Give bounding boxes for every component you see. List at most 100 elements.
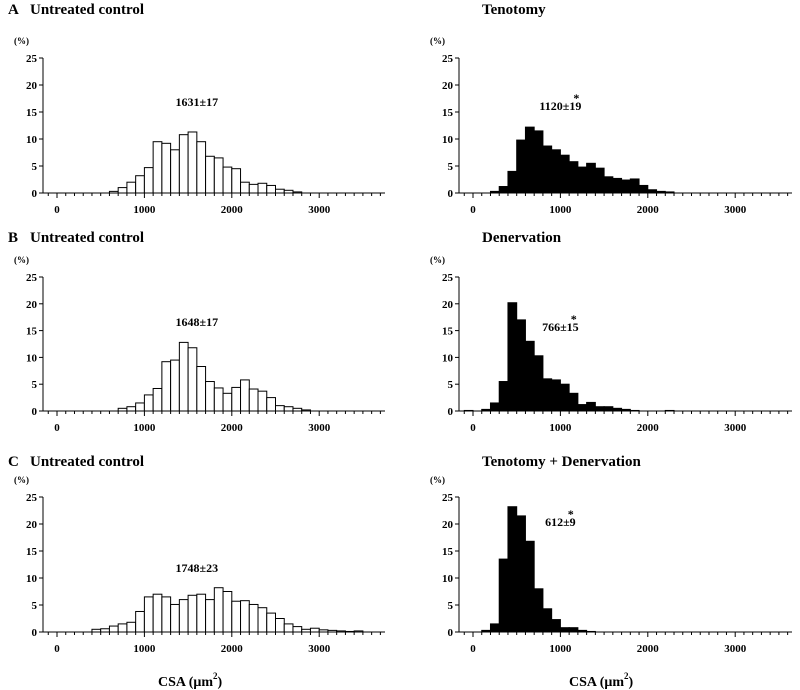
histogram-bar (248, 388, 259, 412)
svg-text:CSA (μm2): CSA (μm2) (158, 671, 223, 690)
histogram-bar (516, 319, 526, 412)
y-tick-label: 0 (448, 627, 454, 639)
mean-sem-annotation: 766±15 (542, 320, 579, 334)
histogram-bar (568, 161, 579, 194)
panel-letter: A (8, 2, 19, 18)
y-tick-label: 25 (26, 272, 38, 284)
y-tick-label: 20 (442, 299, 454, 311)
significance-asterisk: * (571, 312, 577, 326)
histogram-bar (275, 618, 285, 633)
histogram-bar (178, 134, 189, 194)
x-tick-label: 1000 (133, 422, 156, 434)
x-tick-label: 0 (54, 643, 60, 655)
histogram-bar (170, 359, 180, 412)
histogram-bar (135, 175, 145, 194)
histogram-bar (240, 379, 250, 412)
y-tick-label: 25 (442, 492, 454, 504)
histogram-bar (205, 381, 215, 412)
histogram-bar (240, 600, 250, 633)
histogram-bar (257, 182, 268, 194)
y-tick-label: 5 (448, 600, 454, 612)
histogram-bar (586, 401, 596, 412)
histogram-bar (170, 603, 180, 633)
histogram-bar (196, 141, 207, 194)
histogram-bar (542, 145, 553, 194)
panel-title: Untreated control (30, 230, 144, 246)
histogram-bar (108, 190, 119, 194)
histogram-bar (266, 184, 277, 194)
histogram-bar (205, 599, 215, 633)
y-axis-unit-label: (%) (430, 36, 445, 46)
x-tick-label: 1000 (133, 204, 156, 216)
histogram-bar (213, 387, 224, 412)
histogram-bar (309, 627, 320, 633)
x-tick-label: 2000 (221, 422, 244, 434)
y-tick-label: 20 (26, 80, 38, 92)
histogram-bar (542, 608, 553, 633)
histogram-bar (568, 627, 579, 633)
mean-sem-annotation: 1631±17 (176, 95, 219, 109)
y-tick-label: 25 (26, 492, 38, 504)
histogram-bar (577, 629, 588, 633)
histogram-bar (126, 621, 137, 633)
histogram-bar (231, 600, 242, 633)
histogram-bar (152, 593, 163, 633)
histogram-bar (283, 189, 294, 194)
panel-letter: C (8, 454, 19, 470)
y-tick-label: 10 (442, 352, 454, 364)
histogram-bar (524, 126, 535, 194)
histogram-bar (638, 184, 649, 194)
y-tick-label: 15 (442, 107, 454, 119)
histogram-panel: Tenotomy (%) 0 5 10 15 20 25 0 1000 2000 3000 1120±1… (430, 2, 792, 216)
histogram-bar (336, 630, 346, 633)
histogram-bar (248, 183, 259, 194)
histogram-bar (100, 628, 110, 633)
histogram-bar (248, 603, 259, 633)
histogram-bar (559, 627, 570, 633)
x-tick-label: 3000 (308, 643, 331, 655)
histogram-bar (353, 630, 364, 633)
y-tick-label: 15 (26, 107, 38, 119)
histogram-bar (327, 629, 338, 633)
histogram-bar (612, 407, 623, 412)
y-tick-label: 10 (442, 573, 454, 585)
histogram-bar (551, 379, 561, 412)
x-tick-label: 3000 (724, 204, 747, 216)
histogram-bar (551, 619, 561, 633)
histogram-bar (135, 402, 145, 412)
histogram-panel: C Untreated control(%) 0 5 10 15 20 25 0 1000 2000… (8, 454, 385, 655)
x-tick-label: 3000 (724, 422, 747, 434)
x-tick-label: 1000 (549, 422, 572, 434)
x-axis-label-right: CSA (μm2) (569, 671, 634, 690)
y-tick-label: 25 (442, 53, 454, 65)
histogram-bar (152, 141, 163, 194)
svg-text:CSA (μm2): CSA (μm2) (569, 671, 634, 690)
histogram-bar (231, 386, 242, 412)
histogram-bar (498, 558, 509, 633)
histogram-bar (143, 167, 154, 194)
histogram-bar (621, 179, 631, 194)
y-tick-label: 25 (26, 53, 38, 65)
histogram-bar (292, 407, 303, 412)
histogram-bar (603, 176, 614, 194)
y-tick-label: 0 (32, 627, 38, 639)
histogram-bar (463, 409, 474, 412)
histogram-bar (533, 355, 544, 412)
histogram-bar (507, 506, 518, 633)
histogram-bar (559, 154, 570, 194)
histogram-bar (612, 177, 623, 194)
histogram-bar (161, 142, 172, 194)
histogram-bar (135, 610, 145, 633)
histogram-bar (481, 408, 491, 412)
histogram-bar (533, 588, 544, 633)
histogram-bar (187, 594, 198, 633)
histogram-bar (178, 599, 189, 633)
panel-title: Tenotomy + Denervation (482, 454, 641, 470)
histogram-bar (143, 596, 154, 633)
histogram-bar (178, 341, 189, 412)
y-tick-label: 5 (32, 600, 38, 612)
histogram-bar (266, 612, 277, 633)
histogram-bar (161, 361, 172, 412)
histogram-bar (344, 630, 355, 633)
